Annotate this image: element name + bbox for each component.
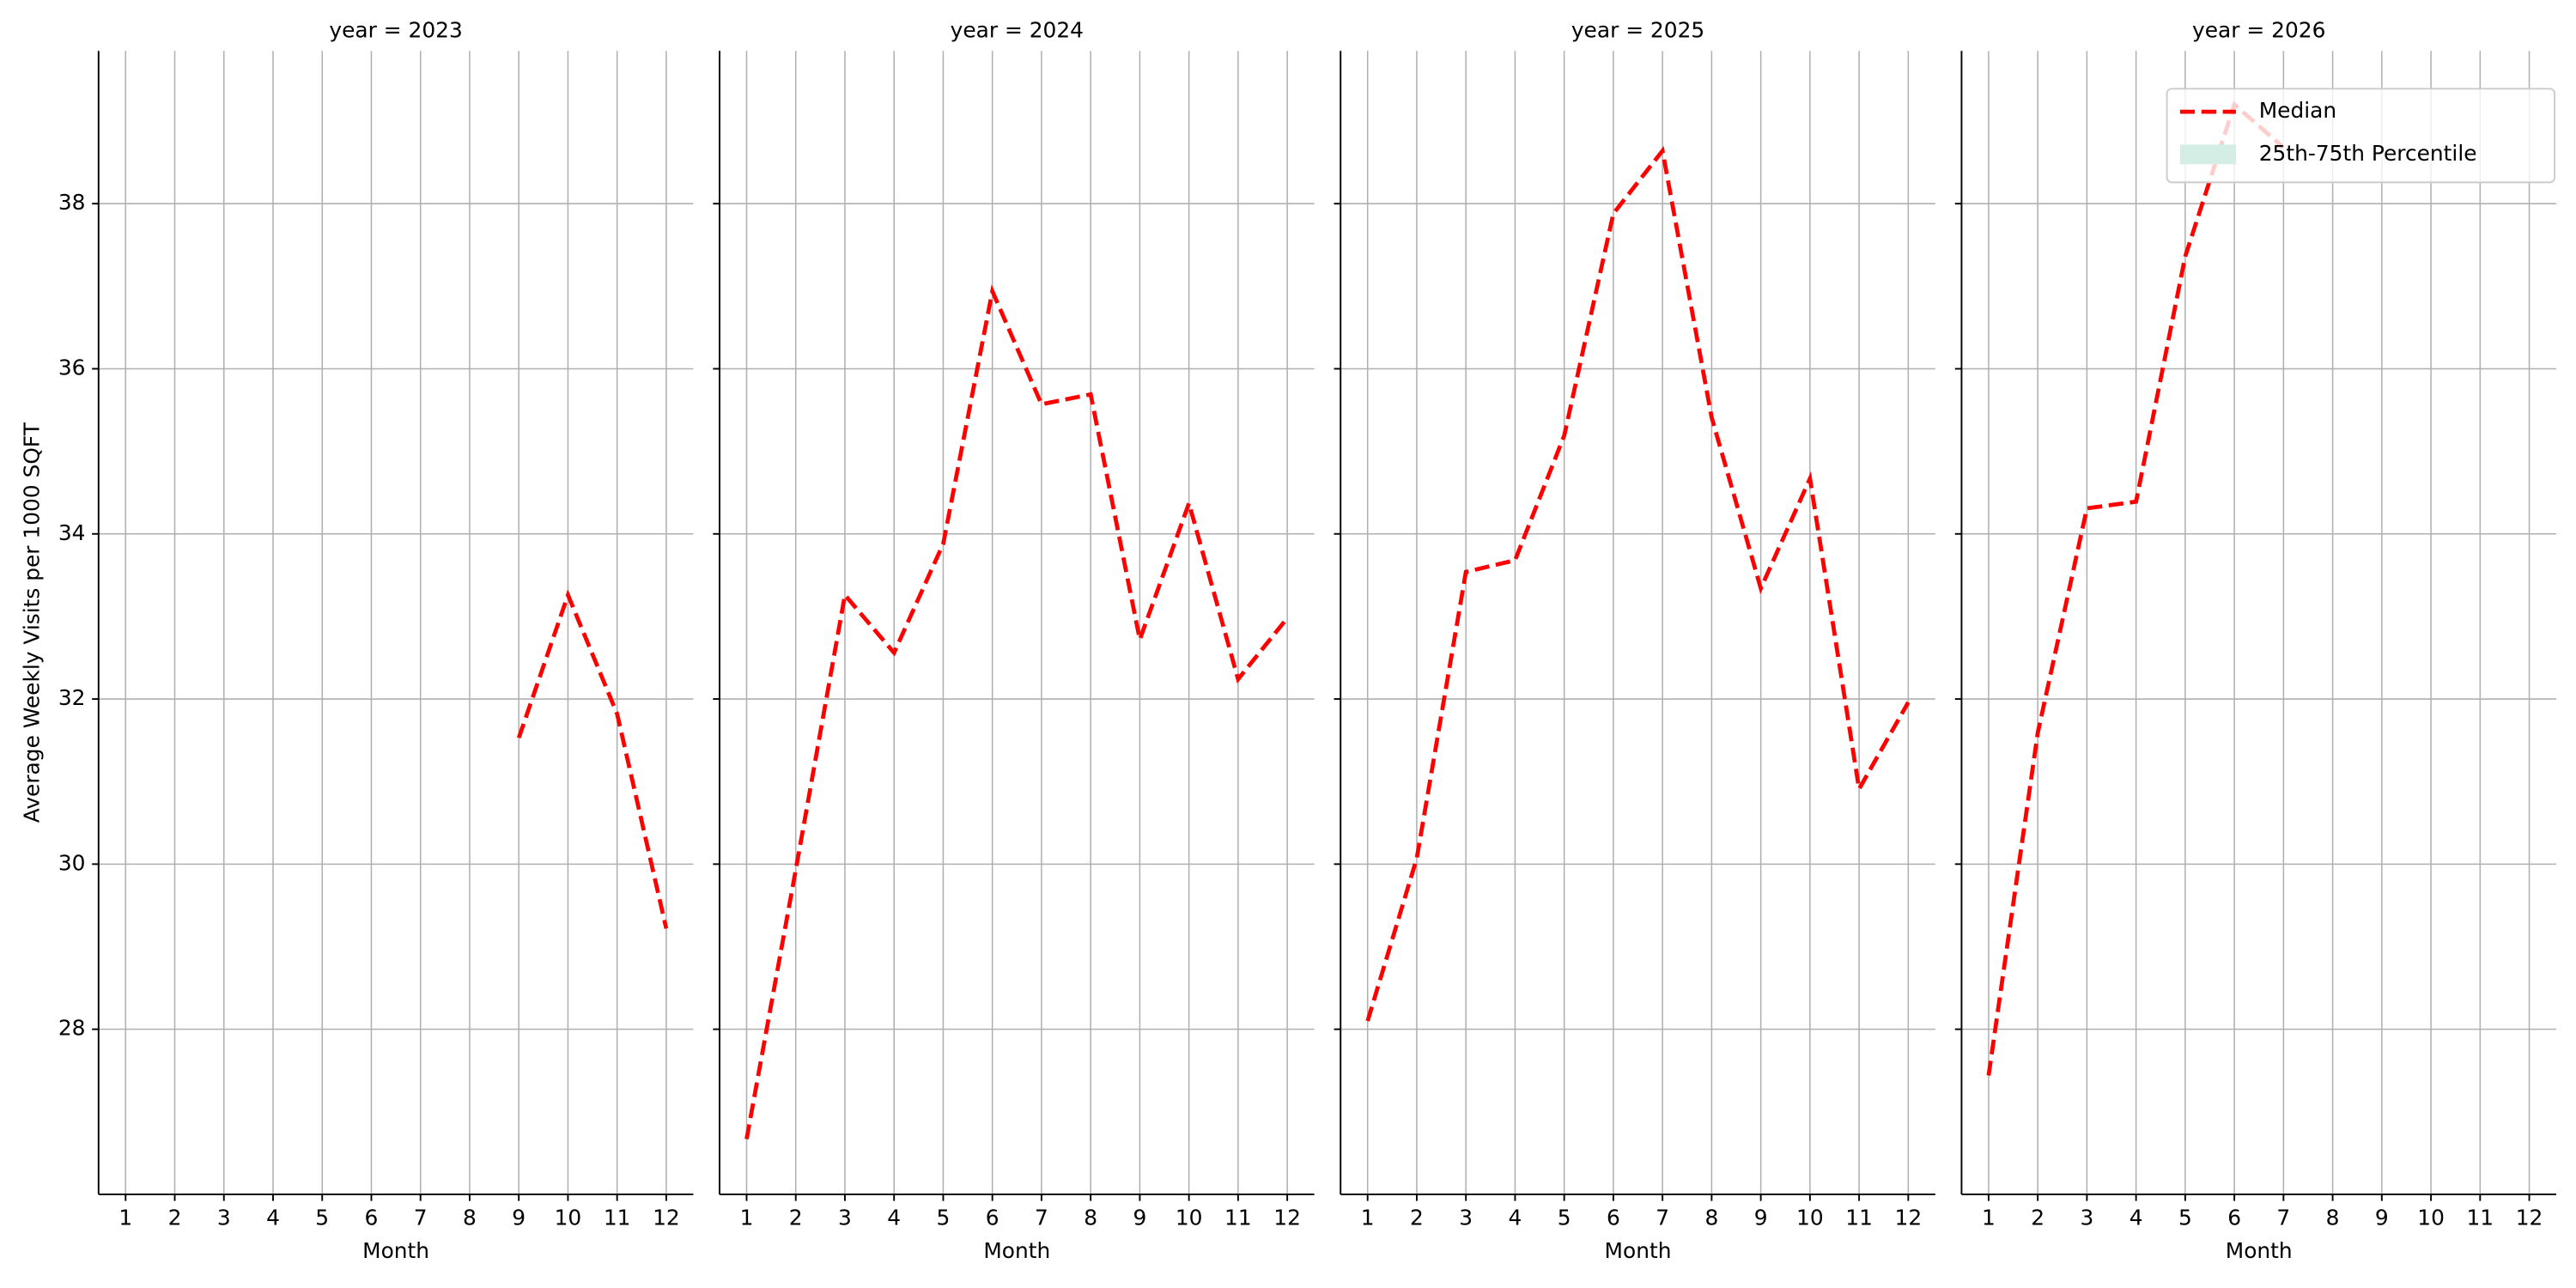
x-tick-label: 3 <box>1459 1206 1473 1230</box>
median-line <box>516 589 669 929</box>
x-tick-label: 10 <box>1176 1206 1203 1230</box>
x-tick-label: 5 <box>315 1206 329 1230</box>
x-tick-label: 2 <box>168 1206 182 1230</box>
x-tick-label: 2 <box>2031 1206 2044 1230</box>
x-tick-label: 5 <box>2178 1206 2192 1230</box>
x-tick-label: 3 <box>838 1206 852 1230</box>
x-tick-label: 7 <box>1035 1206 1048 1230</box>
x-tick-label: 12 <box>2516 1206 2543 1230</box>
x-tick-label: 11 <box>1224 1206 1252 1230</box>
x-tick-label: 4 <box>2129 1206 2143 1230</box>
x-tick-label: 7 <box>414 1206 428 1230</box>
x-axis-label: Month <box>2226 1238 2293 1263</box>
y-tick-label: 30 <box>58 850 86 875</box>
y-axis-label: Average Weekly Visits per 1000 SQFT <box>19 422 44 823</box>
x-tick-label: 9 <box>2375 1206 2389 1230</box>
x-tick-label: 4 <box>887 1206 901 1230</box>
y-tick-label: 38 <box>58 190 86 215</box>
x-tick-label: 5 <box>937 1206 951 1230</box>
x-tick-label: 9 <box>1133 1206 1146 1230</box>
x-axis-label: Month <box>1605 1238 1672 1263</box>
x-tick-label: 1 <box>118 1206 132 1230</box>
x-tick-label: 2 <box>1410 1206 1424 1230</box>
x-tick-label: 9 <box>512 1206 526 1230</box>
median-line <box>1365 145 1911 1022</box>
x-tick-label: 6 <box>365 1206 379 1230</box>
x-tick-label: 6 <box>2227 1206 2241 1230</box>
legend: Median 25th-75th Percentile <box>2166 88 2556 184</box>
x-tick-label: 12 <box>1273 1206 1301 1230</box>
x-tick-label: 11 <box>2466 1206 2494 1230</box>
panel-title: year = 2024 <box>951 17 1084 42</box>
x-tick-label: 12 <box>653 1206 680 1230</box>
x-tick-label: 7 <box>1656 1206 1669 1230</box>
x-tick-label: 8 <box>1084 1206 1097 1230</box>
x-tick-label: 11 <box>1845 1206 1873 1230</box>
x-axis-label: Month <box>983 1238 1050 1263</box>
x-tick-label: 1 <box>740 1206 754 1230</box>
panel-title: year = 2023 <box>329 17 462 42</box>
x-tick-label: 9 <box>1754 1206 1768 1230</box>
x-tick-label: 1 <box>1361 1206 1375 1230</box>
legend-label: Median <box>2259 98 2336 123</box>
x-tick-label: 12 <box>1895 1206 1923 1230</box>
x-tick-label: 11 <box>604 1206 631 1230</box>
x-axis-label: Month <box>362 1238 429 1263</box>
x-tick-label: 10 <box>555 1206 582 1230</box>
x-tick-label: 8 <box>463 1206 477 1230</box>
panel-title: year = 2026 <box>2192 17 2325 42</box>
x-tick-label: 7 <box>2276 1206 2290 1230</box>
x-tick-label: 1 <box>1982 1206 1996 1230</box>
legend-box <box>2166 88 2556 184</box>
x-tick-label: 8 <box>2326 1206 2340 1230</box>
y-tick-label: 32 <box>58 685 86 710</box>
y-tick-label: 28 <box>58 1016 86 1041</box>
legend-patch <box>2179 144 2236 165</box>
y-tick-label: 34 <box>58 520 86 545</box>
x-tick-label: 5 <box>1558 1206 1571 1230</box>
x-tick-label: 6 <box>1607 1206 1620 1230</box>
legend-label: 25th-75th Percentile <box>2259 141 2477 166</box>
panel-title: year = 2025 <box>1571 17 1704 42</box>
x-tick-label: 2 <box>789 1206 803 1230</box>
x-tick-label: 4 <box>1509 1206 1522 1230</box>
y-tick-label: 36 <box>58 355 86 380</box>
x-tick-label: 10 <box>1796 1206 1824 1230</box>
x-tick-label: 3 <box>2080 1206 2093 1230</box>
x-tick-label: 4 <box>266 1206 280 1230</box>
median-line <box>744 284 1289 1139</box>
x-tick-label: 3 <box>217 1206 231 1230</box>
x-tick-label: 8 <box>1704 1206 1718 1230</box>
x-tick-label: 10 <box>2417 1206 2445 1230</box>
x-tick-label: 6 <box>986 1206 999 1230</box>
